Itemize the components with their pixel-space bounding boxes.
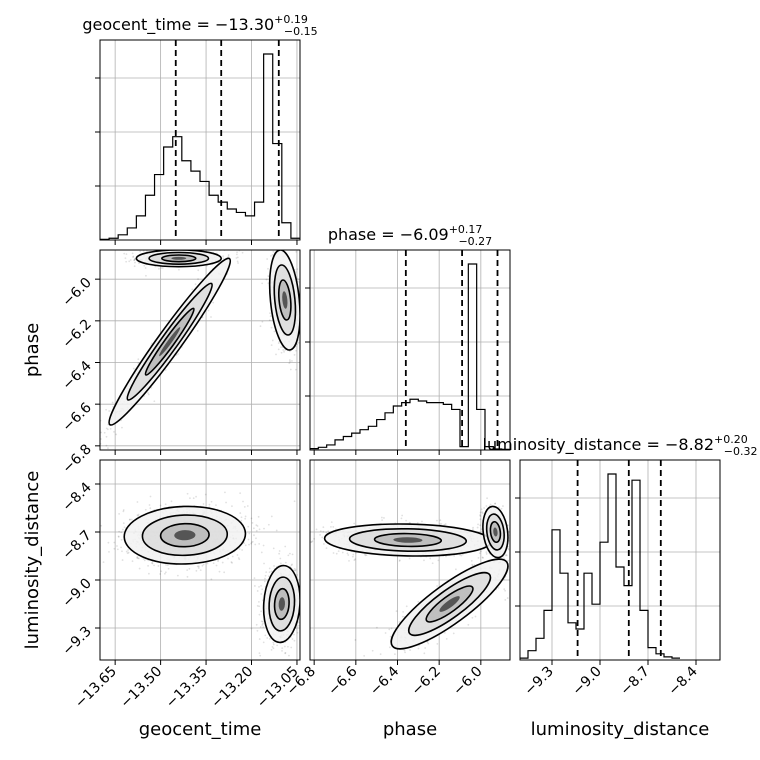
x-axis-label-phase: phase — [383, 719, 437, 740]
panel-frame-2-0 — [99, 459, 301, 661]
panel-bg-1-1 — [310, 250, 510, 450]
x-axis-label-luminosity_distance: luminosity_distance — [531, 719, 710, 740]
x-tick-label: −6.4 — [367, 663, 402, 698]
density-peak — [159, 327, 181, 357]
y-tick-label: −9.0 — [59, 576, 94, 611]
y-tick-label: −6.6 — [59, 400, 94, 435]
x-tick-label: −6.2 — [409, 664, 444, 699]
histogram-phase — [310, 263, 510, 450]
y-tick-label: −8.4 — [59, 479, 94, 514]
x-tick-label: −13.65 — [72, 664, 120, 712]
density-peak — [278, 597, 285, 611]
density-peak — [493, 527, 498, 537]
histogram-geocent_time — [100, 53, 300, 240]
x-axis-label-geocent_time: geocent_time — [139, 719, 262, 740]
x-tick-label: −6.6 — [325, 663, 360, 698]
x-tick-label: −8.7 — [617, 664, 652, 699]
density-peak — [174, 530, 196, 541]
y-tick-label: −6.2 — [59, 316, 94, 351]
density-peak — [171, 256, 187, 260]
x-tick-label: −9.0 — [569, 664, 604, 699]
panel-frame-2-1 — [309, 459, 511, 661]
panel-frame-2-2 — [519, 459, 721, 661]
density-peak — [282, 291, 288, 309]
panel-frame-1-1 — [309, 249, 511, 451]
y-tick-label: −8.7 — [59, 528, 94, 563]
scatter-geocent_time-phase — [100, 250, 300, 450]
panel-bg-0-0 — [100, 40, 300, 240]
x-tick-label: −8.4 — [665, 663, 700, 698]
panel-title-luminosity_distance: luminosity_distance = −8.82+0.20 −0.32 — [483, 433, 758, 458]
y-tick-label: −6.8 — [59, 441, 94, 476]
panel-frame-0-0 — [99, 39, 301, 241]
panel-title-geocent_time: geocent_time = −13.30+0.19 −0.15 — [82, 13, 317, 38]
scatter-geocent_time-luminosity_distance — [100, 491, 300, 657]
density-peak — [393, 537, 423, 543]
y-tick-label: −6.0 — [59, 275, 94, 310]
y-tick-label: −6.4 — [59, 358, 94, 393]
x-tick-label: −13.50 — [117, 664, 165, 712]
panel-title-phase: phase = −6.09+0.17 −0.27 — [328, 223, 492, 248]
density-peak — [439, 596, 460, 612]
x-tick-label: −9.3 — [521, 664, 556, 699]
panel-bg-2-2 — [520, 460, 720, 660]
scatter-phase-luminosity_distance — [310, 497, 510, 657]
x-tick-label: −13.35 — [163, 664, 211, 712]
histogram-luminosity_distance — [520, 473, 680, 659]
y-tick-label: −9.3 — [59, 624, 94, 659]
x-tick-label: −13.20 — [208, 664, 256, 712]
panel-frame-1-0 — [99, 249, 301, 451]
y-axis-label-phase: phase — [22, 323, 43, 377]
x-tick-label: −6.0 — [450, 664, 485, 699]
y-axis-label-luminosity_distance: luminosity_distance — [22, 471, 43, 650]
